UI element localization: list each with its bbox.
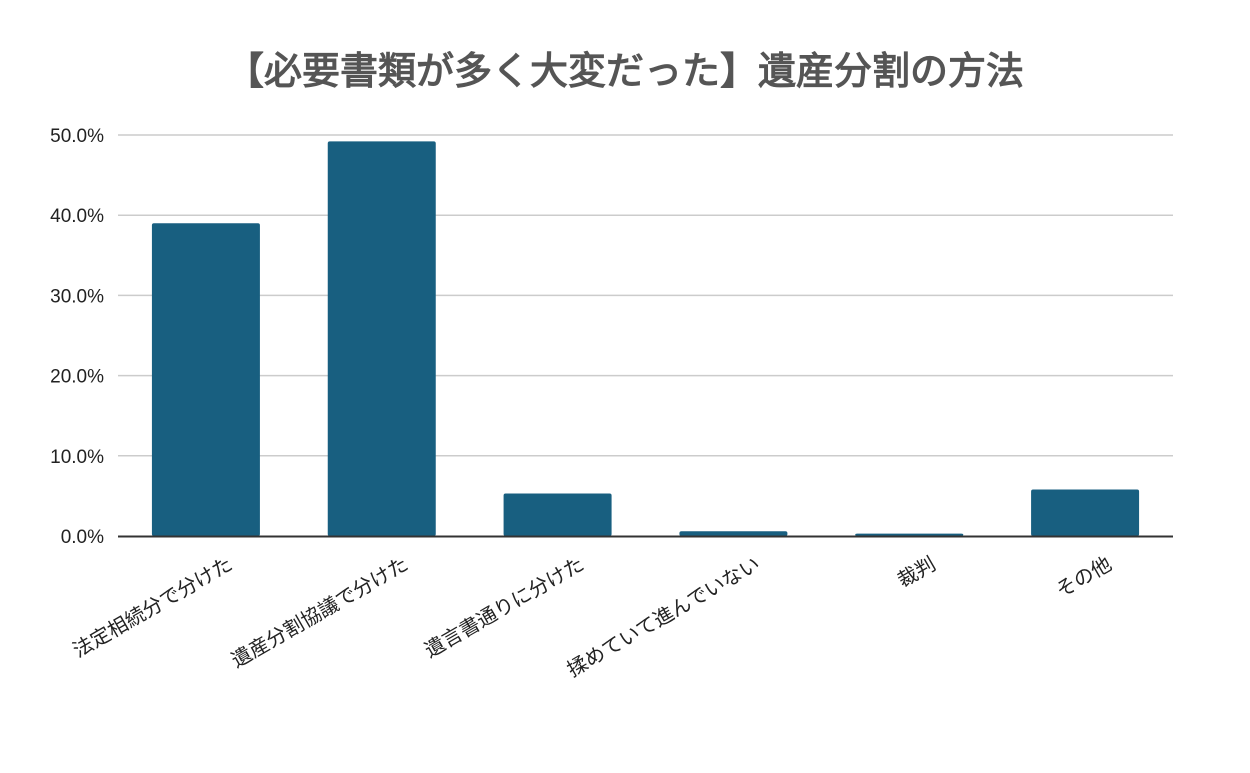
bar: [1031, 489, 1140, 536]
gridlines: [118, 134, 1173, 457]
bar: [151, 223, 260, 536]
bar: [503, 493, 612, 536]
x-tick-label: 遺言書通りに分けた: [420, 552, 588, 663]
y-tick-label: 0.0%: [61, 527, 104, 548]
bar: [327, 141, 436, 536]
y-tick-label: 50.0%: [50, 126, 104, 147]
y-tick-label: 20.0%: [50, 367, 104, 388]
chart-title: 【必要書類が多く大変だった】遺産分割の方法: [225, 49, 1024, 93]
bars: [151, 141, 1140, 536]
x-tick-label: 法定相続分で分けた: [69, 552, 237, 663]
y-tick-labels: 0.0% 10.0% 20.0% 30.0% 40.0% 50.0%: [50, 126, 104, 548]
y-tick-label: 10.0%: [50, 447, 104, 468]
x-tick-label: 揉めていて進んでいない: [563, 552, 764, 682]
bar: [855, 533, 964, 536]
y-tick-label: 40.0%: [50, 206, 104, 227]
x-tick-label: その他: [1052, 552, 1116, 603]
x-tick-label: 裁判: [893, 552, 940, 593]
x-tick-label: 遺産分割協議で分けた: [227, 552, 412, 673]
bar: [679, 531, 788, 536]
y-tick-label: 30.0%: [50, 286, 104, 307]
